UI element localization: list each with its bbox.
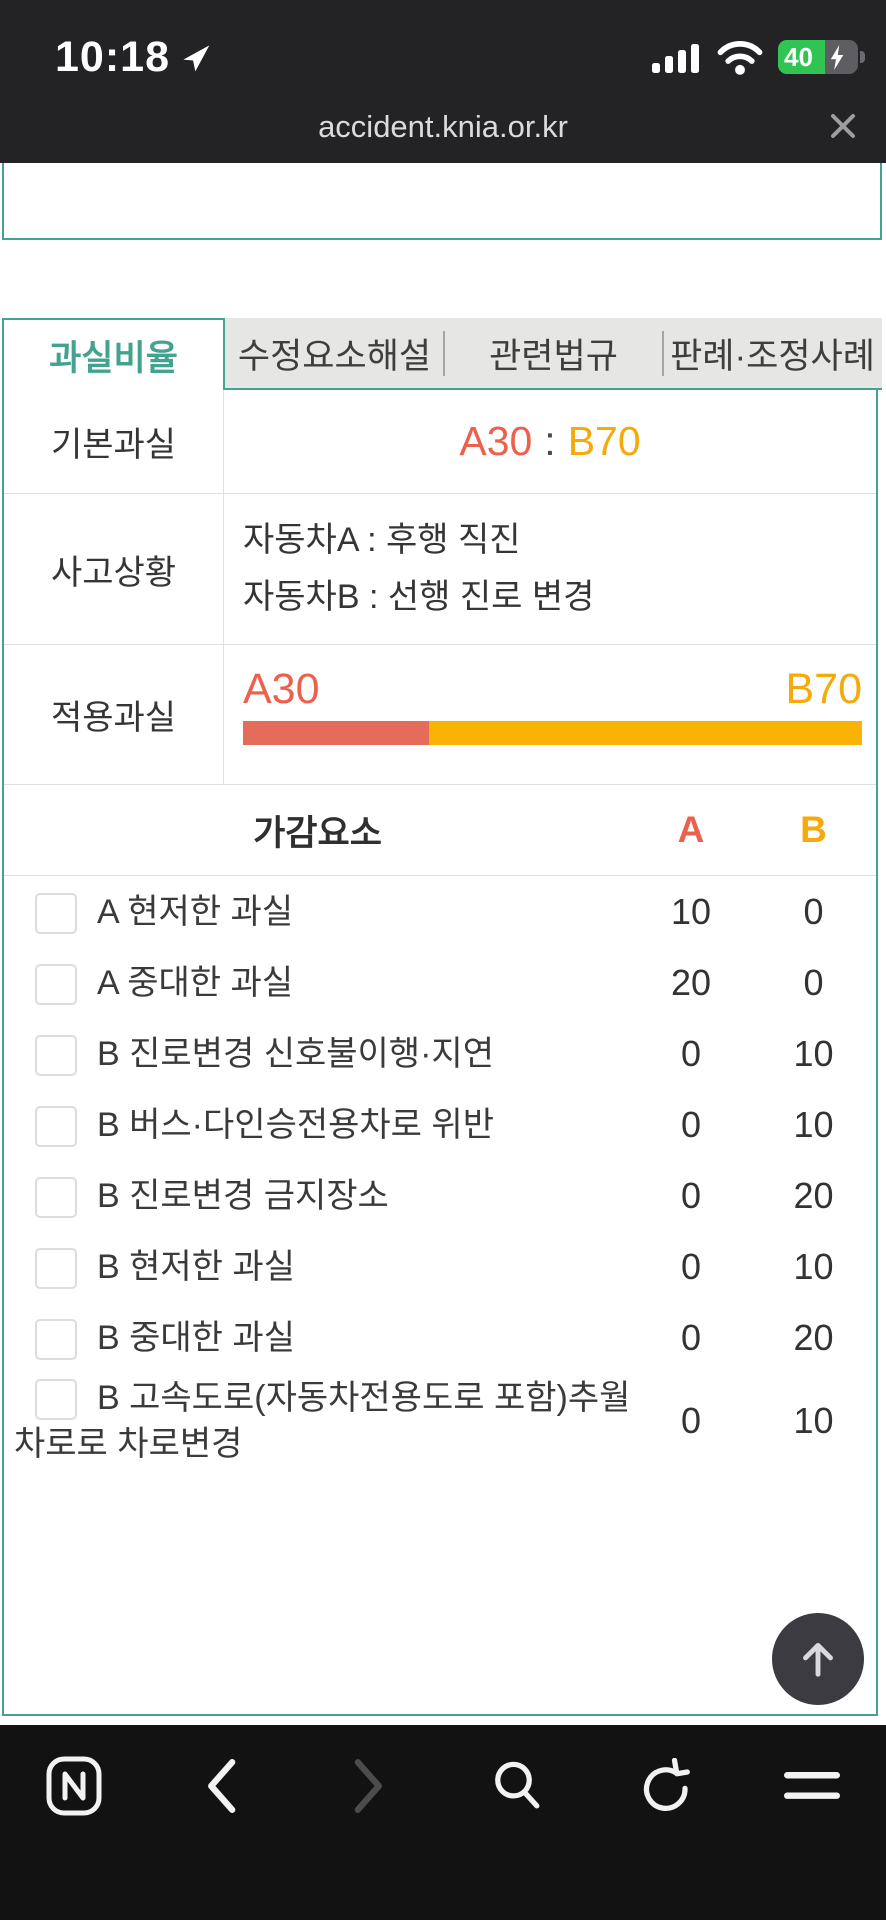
factor-a-value: 0 [680,1174,702,1216]
factor-row: A 현저한 과실 10 0 [4,876,876,947]
factor-row: B 현저한 과실 0 10 [4,1231,876,1302]
fault-ratio-bar [243,721,862,745]
basic-fault-label: 기본과실 [4,390,224,493]
basic-fault-a: A30 [459,418,533,464]
factor-label: B 중대한 과실 [97,1318,295,1357]
factor-label: B 진로변경 금지장소 [97,1176,389,1215]
applied-fault-b: B70 [785,665,862,713]
naver-home-button[interactable] [0,1751,147,1821]
factor-row: B 진로변경 금지장소 0 20 [4,1160,876,1231]
factor-b-value: 10 [793,1400,834,1441]
fault-ratio-panel: 기본과실 A30 : B70 사고상황 자동차A : 후행 직진 자동차B : … [2,390,878,1716]
factor-label: A 현저한 과실 [97,892,294,931]
factor-row: B 진로변경 신호불이행·지연 0 10 [4,1018,876,1089]
forward-button[interactable] [296,1751,443,1821]
factor-b-value: 10 [793,1103,834,1145]
factors-header: 가감요소 A B [4,785,876,876]
tab-precedents[interactable]: 판례·조정사례 [662,318,882,390]
factor-checkbox[interactable] [35,1318,77,1360]
chevron-right-icon [354,1759,383,1813]
status-bar: 10:18 40 [0,0,886,163]
factors-column-a: A [677,809,705,850]
factor-a-value: 0 [680,1400,702,1441]
factor-a-value: 0 [680,1245,702,1287]
back-button[interactable] [148,1751,295,1821]
close-icon[interactable] [826,109,860,143]
factor-a-value: 10 [670,890,712,932]
chevron-left-icon [208,1759,236,1813]
factor-b-value: 20 [793,1174,834,1216]
factor-checkbox[interactable] [35,892,77,934]
applied-fault-row: 적용과실 A30 B70 [4,645,876,785]
basic-fault-value: A30 : B70 [459,418,641,464]
menu-button[interactable] [739,1751,886,1821]
factor-b-value: 10 [793,1032,834,1074]
factors-title: 가감요소 [253,813,382,853]
accident-situation-label: 사고상황 [4,494,224,644]
clock: 10:18 [55,32,170,81]
factor-checkbox[interactable] [35,1034,77,1076]
factor-checkbox[interactable] [35,1247,77,1289]
factor-b-value: 10 [793,1245,834,1287]
fault-bar-segment-a [243,721,429,745]
arrow-up-icon [803,1642,833,1677]
refresh-button[interactable] [591,1751,738,1821]
applied-fault-value: A30 B70 [224,645,876,784]
factor-a-value: 0 [680,1032,702,1074]
battery-fill [778,40,825,74]
scroll-to-top-button[interactable] [772,1613,864,1705]
factor-label: B 현저한 과실 [97,1247,295,1286]
factor-checkbox[interactable] [35,1176,77,1218]
cellular-signal-icon [652,43,699,73]
factor-checkbox[interactable] [35,1105,77,1147]
factor-a-value: 20 [670,961,712,1003]
applied-fault-label: 적용과실 [4,645,224,784]
basic-fault-row: 기본과실 A30 : B70 [4,390,876,494]
factors-column-b: B [800,809,827,850]
factor-row: B 버스·다인승전용차로 위반 0 10 [4,1089,876,1160]
browser-bottom-nav [0,1725,886,1920]
factor-label: A 중대한 과실 [97,963,294,1002]
scrolled-content-box [2,163,882,240]
location-arrow-icon [183,45,210,72]
factor-a-value: 0 [680,1316,702,1358]
factor-row: B 고속도로(자동차전용도로 포함)추월차로로 차로변경 0 10 [4,1373,876,1469]
factor-label: B 버스·다인승전용차로 위반 [97,1105,494,1144]
factor-label: B 진로변경 신호불이행·지연 [97,1034,494,1073]
vehicle-b-description: 자동차B : 선행 진로 변경 [243,578,595,616]
tab-related-laws[interactable]: 관련법규 [443,318,663,390]
factor-label: B 고속도로(자동차전용도로 포함)추월차로로 차로변경 [14,1379,631,1463]
battery-percent: 40 [784,42,813,72]
menu-icon [784,1772,841,1799]
fault-bar-segment-b [428,721,862,745]
factor-checkbox[interactable] [35,1379,77,1420]
applied-fault-a: A30 [243,665,320,713]
factor-row: A 중대한 과실 20 0 [4,947,876,1018]
tab-fault-ratio[interactable]: 과실비율 [2,318,225,390]
tab-modifier-explanation[interactable]: 수정요소해설 [225,318,444,390]
basic-fault-b: B70 [567,418,641,464]
battery-indicator: 40 [778,40,865,74]
accident-situation-value: 자동차A : 후행 직진 자동차B : 선행 진로 변경 [224,494,876,644]
search-button[interactable] [443,1751,590,1821]
factor-b-value: 0 [803,961,824,1003]
refresh-icon [644,1758,691,1811]
vehicle-a-description: 자동차A : 후행 직진 [243,521,521,559]
charging-bolt-icon [830,45,844,70]
accident-situation-row: 사고상황 자동차A : 후행 직진 자동차B : 선행 진로 변경 [4,494,876,645]
factor-row: B 중대한 과실 0 20 [4,1302,876,1373]
factor-checkbox[interactable] [35,963,77,1005]
factor-a-value: 0 [680,1103,702,1145]
wifi-icon [717,40,763,75]
search-icon [494,1761,540,1809]
naver-logo-icon [46,1756,102,1816]
factor-b-value: 0 [803,890,824,932]
tab-bar: 과실비율 수정요소해설 관련법규 판례·조정사례 [2,318,882,390]
address-bar-url[interactable]: accident.knia.or.kr [318,109,568,144]
factor-b-value: 20 [793,1316,834,1358]
